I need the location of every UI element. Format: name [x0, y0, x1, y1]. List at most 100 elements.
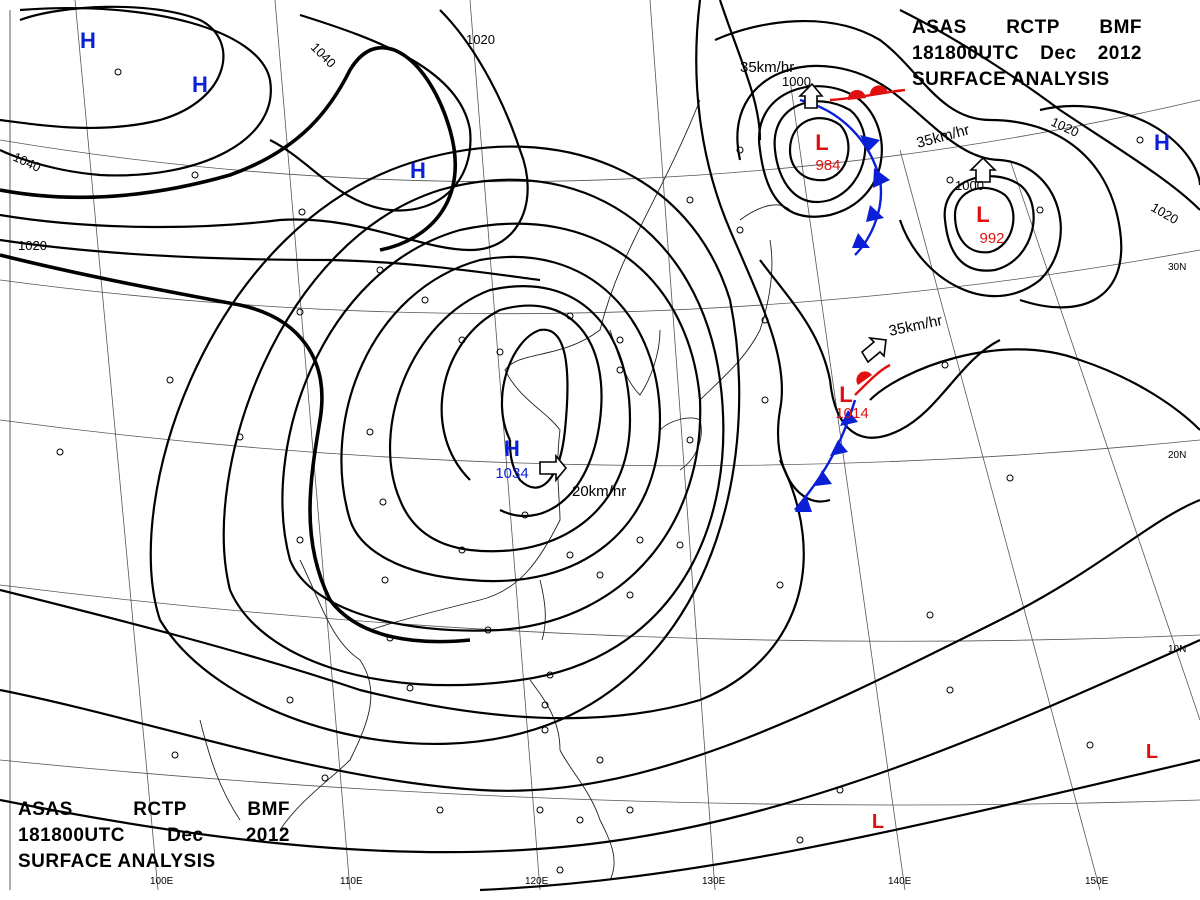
- station-code: RCTP: [1006, 17, 1060, 38]
- isobar-1000: [757, 85, 883, 218]
- parallel-30n: [0, 249, 1200, 315]
- philippines-coast: [529, 679, 615, 881]
- movement-arrow-992: [969, 156, 997, 183]
- analysis-year: 2012: [245, 825, 290, 846]
- lat-label: 10N: [1168, 644, 1186, 655]
- low-center-3: L: [839, 382, 852, 407]
- low-center-2: L: [976, 202, 989, 227]
- meridian-100e: [74, 0, 159, 891]
- isobar: [0, 638, 1200, 854]
- meridian-160e: [1009, 159, 1200, 721]
- title-row-agency: ASAS RCTP BMF: [912, 15, 1142, 41]
- japan-hokkaido: [739, 204, 791, 221]
- analysis-time: 181800UTC: [18, 825, 125, 846]
- isobar: [0, 238, 541, 282]
- high-center-2: H: [192, 72, 208, 97]
- coastlines: [199, 99, 791, 881]
- pressure-centres: H H H H 1034 H L 984 L 992 L 1014 L L: [80, 28, 1170, 833]
- warm-front-south: [854, 363, 891, 396]
- title-block-top-right: ASAS RCTP BMF 181800UTC Dec 2012 SURFACE…: [912, 15, 1142, 93]
- parallel-10n: [0, 584, 1200, 642]
- warm-front-south-bumps: [856, 371, 872, 385]
- isobar-label: 1000: [782, 74, 811, 89]
- low-center-2-value: 992: [979, 230, 1004, 247]
- product-name: SURFACE ANALYSIS: [912, 69, 1110, 90]
- warm-front-north-bumps: [847, 85, 888, 100]
- cold-front-south-barbs: [795, 410, 858, 512]
- lon-label: 100E: [150, 876, 174, 887]
- high-center-3: H: [410, 158, 426, 183]
- movement-arrows: [539, 82, 997, 483]
- isobar: [1039, 104, 1200, 186]
- isobar-992-inner: [953, 186, 1015, 254]
- isobar-1020-thick: [0, 253, 471, 644]
- axis-labels: 100E 110E 120E 130E 140E 150E 30N 20N 10…: [150, 262, 1186, 887]
- title-row-time: 181800UTC Dec 2012: [18, 823, 290, 849]
- isobar: [0, 5, 225, 130]
- isobar: [281, 222, 702, 632]
- isobar: [714, 20, 1123, 309]
- isobar: [869, 348, 1200, 431]
- low-center-5: L: [872, 811, 884, 833]
- station-code: RCTP: [133, 799, 187, 820]
- parallel-20n: [0, 419, 1200, 467]
- isobar: [340, 255, 662, 583]
- analysis-month: Dec: [1040, 43, 1077, 64]
- isobar-1040-thick: [0, 45, 457, 252]
- station-plots: [56, 68, 1144, 874]
- isobar: [773, 100, 867, 203]
- product-name: SURFACE ANALYSIS: [18, 851, 216, 872]
- low-center-1-value: 984: [815, 157, 840, 174]
- malaysia-coast: [199, 719, 241, 821]
- isobar: [0, 7, 272, 177]
- isobar: [759, 259, 1001, 439]
- lon-label: 110E: [340, 876, 363, 887]
- low-center-1: L: [815, 130, 828, 155]
- cold-front-north-barbs: [852, 135, 890, 248]
- isobar: [943, 175, 1035, 272]
- lon-label: 140E: [888, 876, 912, 887]
- isobar: [0, 498, 1200, 792]
- lon-label: 150E: [1085, 876, 1109, 887]
- title-row-time: 181800UTC Dec 2012: [912, 41, 1142, 67]
- isobar: [222, 178, 725, 687]
- title-row-agency: ASAS RCTP BMF: [18, 797, 290, 823]
- isobar-label: 1000: [955, 178, 984, 193]
- isobar: [736, 64, 1062, 298]
- high-center-4: H: [504, 436, 520, 461]
- office-code: BMF: [1099, 17, 1142, 38]
- office-code: BMF: [247, 799, 290, 820]
- speed-label: 35km/hr: [740, 59, 794, 76]
- isobar: [718, 0, 762, 141]
- high-center-5: H: [1154, 130, 1170, 155]
- movement-arrow-984: [798, 82, 824, 109]
- movement-arrow-1034: [539, 453, 568, 483]
- isobar-1034-inner: [500, 328, 569, 489]
- meridian-110e: [274, 0, 351, 891]
- low-center-3-value: 1014: [835, 405, 868, 422]
- analysis-year: 2012: [1097, 43, 1142, 64]
- analysis-month: Dec: [167, 825, 204, 846]
- isobar: [479, 758, 1200, 892]
- isobar: [695, 0, 831, 503]
- agency-code: ASAS: [18, 799, 73, 820]
- isobar: [0, 459, 805, 720]
- japan-honshu: [699, 239, 773, 401]
- isobar: [149, 145, 741, 746]
- speed-label: 20km/hr: [572, 483, 626, 500]
- meridian-130e: [649, 0, 716, 891]
- isobar: [0, 9, 529, 252]
- isobar-label: 1020: [18, 238, 47, 253]
- china-coast: [369, 99, 701, 631]
- meridian-140e: [789, 79, 906, 891]
- agency-code: ASAS: [912, 17, 967, 38]
- indochina-coast: [279, 559, 372, 831]
- low-center-4: L: [1146, 741, 1158, 763]
- parallel-0: [0, 759, 1200, 806]
- isobar: [388, 285, 632, 553]
- meridian-150e: [899, 149, 1101, 891]
- movement-arrow-1014: [860, 336, 887, 364]
- isobar: [440, 304, 603, 518]
- parallel-40n: [0, 99, 1200, 183]
